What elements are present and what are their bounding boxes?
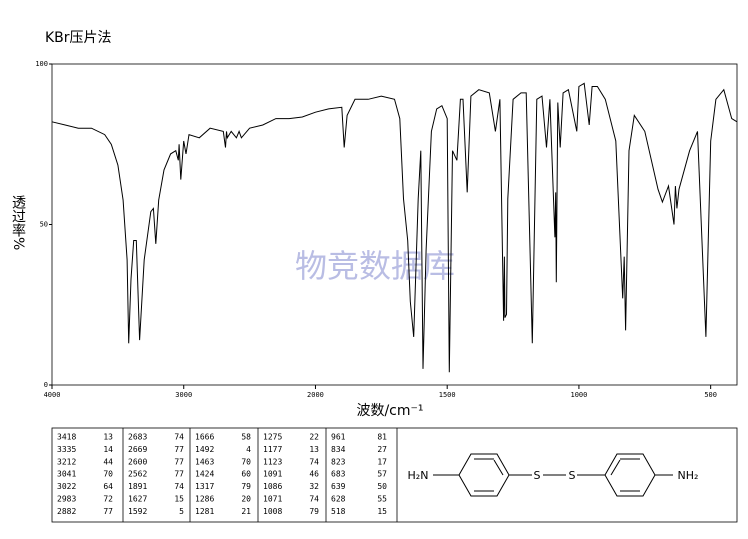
peak-transmittance: 32 [309,482,319,491]
peak-wavenumber: 1275 [263,433,282,442]
peak-transmittance: 4 [246,445,251,454]
peak-transmittance: 20 [241,495,251,504]
peak-transmittance: 74 [174,482,184,491]
peak-transmittance: 14 [103,445,113,454]
peak-wavenumber: 2669 [128,445,147,454]
peak-wavenumber: 2882 [57,507,76,516]
peak-transmittance: 74 [309,457,319,466]
peak-wavenumber: 639 [331,482,346,491]
peak-wavenumber: 1592 [128,507,147,516]
peak-transmittance: 21 [241,507,251,516]
molecule-group: H₂N [408,469,429,482]
peak-transmittance: 77 [174,445,184,454]
peak-wavenumber: 1492 [195,445,214,454]
peak-wavenumber: 1286 [195,495,214,504]
peak-transmittance: 77 [103,507,113,516]
peak-wavenumber: 961 [331,433,346,442]
molecule-atom: S [534,469,541,482]
table-frame [51,427,738,523]
peak-transmittance: 81 [377,433,387,442]
x-tick-label: 500 [704,391,717,399]
peak-wavenumber: 2983 [57,495,76,504]
molecule-bonds [433,453,673,497]
x-tick-label: 1500 [439,391,456,399]
peak-transmittance: 15 [174,495,184,504]
peak-transmittance: 77 [174,457,184,466]
peak-wavenumber: 3022 [57,482,76,491]
peak-transmittance: 74 [309,495,319,504]
peak-transmittance: 64 [103,482,113,491]
peak-wavenumber: 1281 [195,507,214,516]
peak-wavenumber: 1317 [195,482,214,491]
peak-wavenumber: 1086 [263,482,282,491]
peak-transmittance: 27 [377,445,387,454]
x-tick-label: 4000 [44,391,61,399]
peak-transmittance: 70 [241,457,251,466]
y-tick-label: 100 [35,60,48,68]
peak-transmittance: 79 [241,482,251,491]
peak-transmittance: 60 [241,470,251,479]
peak-wavenumber: 3418 [57,433,76,442]
peak-wavenumber: 518 [331,507,346,516]
peak-transmittance: 5 [179,507,184,516]
peak-transmittance: 55 [377,495,387,504]
peak-transmittance: 22 [309,433,319,442]
molecule-group: NH₂ [678,469,699,482]
peak-wavenumber: 3212 [57,457,76,466]
peak-wavenumber: 1666 [195,433,214,442]
y-axis-label: 透过率% [10,195,26,250]
peak-wavenumber: 3041 [57,470,76,479]
peak-wavenumber: 1008 [263,507,282,516]
peak-wavenumber: 834 [331,445,346,454]
peak-transmittance: 15 [377,507,387,516]
peak-wavenumber: 2562 [128,470,147,479]
peak-wavenumber: 1123 [263,457,282,466]
peak-wavenumber: 1627 [128,495,147,504]
peak-transmittance: 74 [174,433,184,442]
peak-transmittance: 13 [103,433,113,442]
x-tick-label: 1000 [570,391,587,399]
peak-wavenumber: 3335 [57,445,76,454]
peak-transmittance: 46 [309,470,319,479]
spectrum-line [51,82,738,373]
peak-wavenumber: 1091 [263,470,282,479]
peak-wavenumber: 1891 [128,482,147,491]
peak-transmittance: 79 [309,507,319,516]
x-tick-label: 3000 [175,391,192,399]
peak-wavenumber: 2600 [128,457,147,466]
watermark: 物竞数据库 [295,247,455,285]
peak-wavenumber: 2683 [128,433,147,442]
molecule-atom: S [569,469,576,482]
peak-transmittance: 57 [377,470,387,479]
peak-wavenumber: 1463 [195,457,214,466]
chart-title: KBr压片法 [45,30,112,46]
peak-transmittance: 72 [103,495,113,504]
x-tick-label: 2000 [307,391,324,399]
peak-transmittance: 17 [377,457,387,466]
x-axis-label: 波数/cm⁻¹ [356,403,423,419]
peak-wavenumber: 628 [331,495,346,504]
peak-wavenumber: 823 [331,457,346,466]
y-tick-label: 50 [40,221,48,229]
peak-wavenumber: 1424 [195,470,214,479]
peak-wavenumber: 1071 [263,495,282,504]
peak-transmittance: 77 [174,470,184,479]
y-tick-label: 0 [44,381,48,389]
peak-wavenumber: 683 [331,470,346,479]
peak-transmittance: 70 [103,470,113,479]
peak-wavenumber: 1177 [263,445,282,454]
peak-transmittance: 13 [309,445,319,454]
peak-transmittance: 50 [377,482,387,491]
table-lines [122,428,398,522]
peak-transmittance: 44 [103,457,113,466]
peak-transmittance: 58 [241,433,251,442]
